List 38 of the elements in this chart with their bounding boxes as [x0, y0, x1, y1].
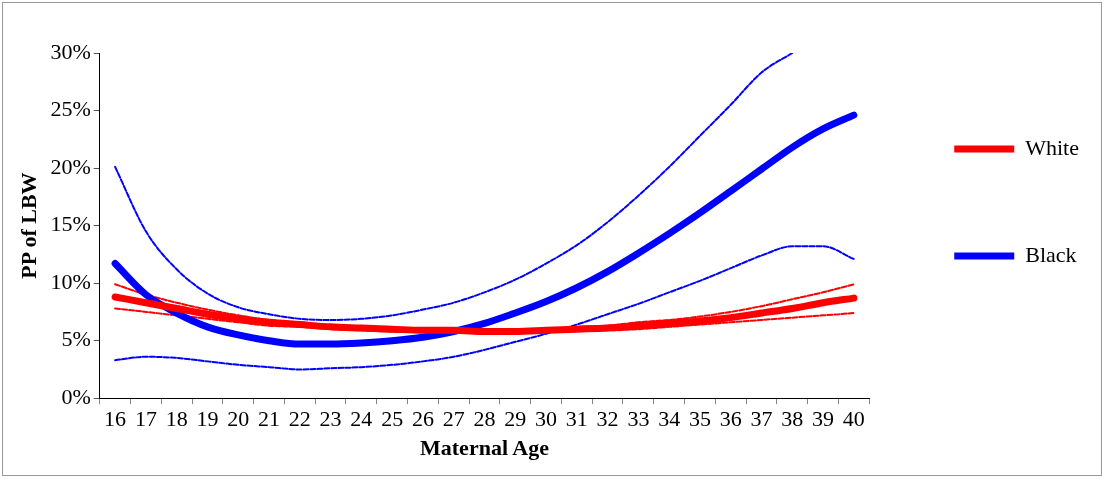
line-series: [114, 245, 855, 371]
legend-label: White: [1025, 134, 1080, 160]
y-axis-title: PP of LBW: [15, 172, 41, 279]
legend-label: Black: [1025, 241, 1077, 267]
x-tick-label: 24: [350, 406, 373, 432]
x-tick-label: 23: [319, 406, 342, 432]
x-tick-label: 34: [658, 406, 681, 432]
x-tick-label: 36: [719, 406, 742, 432]
x-tick-label: 21: [258, 406, 281, 432]
x-tick-label: 18: [165, 406, 188, 432]
x-tick-label: 31: [565, 406, 588, 432]
y-tick-label: 25%: [50, 96, 91, 122]
y-tick-label: 0%: [61, 383, 91, 409]
x-tick-label: 28: [473, 406, 496, 432]
x-tick-label: 32: [596, 406, 619, 432]
x-tick-label: 27: [442, 406, 465, 432]
x-tick-label: 40: [842, 406, 865, 432]
line-series: [114, 53, 794, 321]
x-tick-label: 26: [411, 406, 434, 432]
x-tick-label: 19: [196, 406, 219, 432]
x-axis-title: Maternal Age: [420, 435, 550, 461]
x-tick-label: 29: [504, 406, 527, 432]
y-tick-label: 10%: [50, 268, 91, 294]
x-tick-label: 17: [134, 406, 157, 432]
x-tick-label: 39: [812, 406, 835, 432]
x-tick-label: 38: [781, 406, 804, 432]
x-tick-label: 37: [750, 406, 773, 432]
x-tick-label: 22: [288, 406, 311, 432]
y-tick-label: 5%: [61, 326, 91, 352]
x-tick-label: 16: [104, 406, 127, 432]
y-tick-label: 15%: [50, 211, 91, 237]
y-tick-label: 20%: [50, 153, 91, 179]
x-tick-label: 25: [381, 406, 404, 432]
x-tick-label: 35: [688, 406, 711, 432]
x-tick-label: 33: [627, 406, 650, 432]
x-tick-label: 20: [227, 406, 250, 432]
x-tick-label: 30: [535, 406, 558, 432]
y-tick-label: 30%: [50, 38, 91, 64]
